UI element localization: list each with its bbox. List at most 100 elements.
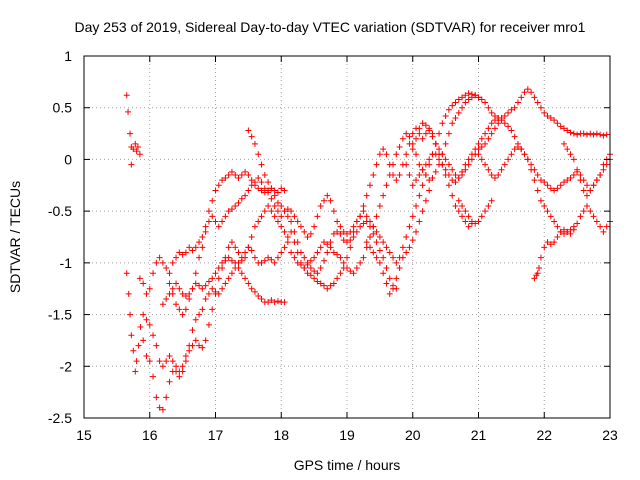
data-point	[202, 228, 209, 235]
data-point	[521, 89, 528, 96]
data-point	[291, 213, 298, 220]
data-point	[215, 265, 222, 272]
data-point	[222, 175, 229, 182]
data-point	[163, 296, 170, 303]
data-point	[248, 182, 255, 189]
data-point	[459, 202, 466, 209]
data-point	[557, 123, 564, 130]
data-point	[373, 228, 380, 235]
data-point	[304, 259, 311, 266]
data-point	[442, 156, 449, 163]
data-point	[600, 132, 607, 139]
y-tick-label: -2.5	[48, 410, 72, 426]
data-point	[396, 265, 403, 272]
data-point	[505, 123, 512, 130]
data-point	[199, 244, 206, 251]
data-point	[590, 131, 597, 138]
data-point	[166, 290, 173, 297]
grid-layer	[84, 56, 610, 418]
y-tick-label: -1.5	[48, 307, 72, 323]
data-point	[462, 166, 469, 173]
data-point	[320, 257, 327, 264]
data-point	[531, 94, 538, 101]
data-point	[580, 130, 587, 137]
data-point	[409, 237, 416, 244]
data-point	[238, 257, 245, 264]
data-point	[274, 189, 281, 196]
data-point	[173, 301, 180, 308]
data-point	[399, 135, 406, 142]
data-point	[225, 244, 232, 251]
data-point	[551, 239, 558, 246]
data-point	[544, 112, 551, 119]
data-point	[383, 265, 390, 272]
data-point	[544, 182, 551, 189]
data-point	[192, 270, 199, 277]
data-point	[320, 239, 327, 246]
data-point	[222, 257, 229, 264]
data-point	[189, 327, 196, 334]
data-point	[334, 275, 341, 282]
y-tick-label: 0	[64, 151, 72, 167]
data-point	[567, 230, 574, 237]
data-point	[485, 125, 492, 132]
data-point	[176, 249, 183, 256]
data-point	[459, 168, 466, 175]
data-point	[475, 140, 482, 147]
data-point	[406, 133, 413, 140]
data-point	[459, 94, 466, 101]
data-point	[482, 99, 489, 106]
data-point	[137, 323, 144, 330]
data-point	[153, 342, 160, 349]
data-point	[159, 406, 166, 413]
data-point	[597, 223, 604, 230]
data-point	[340, 259, 347, 266]
data-point	[271, 259, 278, 266]
data-point	[347, 268, 354, 275]
data-point	[413, 202, 420, 209]
data-point	[166, 378, 173, 385]
data-point	[426, 156, 433, 163]
data-point	[537, 197, 544, 204]
data-point	[452, 202, 459, 209]
data-point	[327, 197, 334, 204]
data-point	[485, 135, 492, 142]
data-point	[314, 278, 321, 285]
data-point	[465, 96, 472, 103]
data-point	[413, 177, 420, 184]
data-point	[196, 342, 203, 349]
data-point	[383, 244, 390, 251]
data-point	[531, 275, 538, 282]
data-point	[459, 213, 466, 220]
series-trace-g	[245, 127, 400, 292]
data-point	[399, 244, 406, 251]
data-point	[560, 226, 567, 233]
data-point	[416, 125, 423, 132]
data-point	[334, 251, 341, 258]
data-point	[488, 197, 495, 204]
data-point	[242, 168, 249, 175]
data-point	[317, 265, 324, 272]
series-trace-a	[123, 92, 143, 168]
data-point	[363, 213, 370, 220]
data-point	[215, 290, 222, 297]
data-point	[597, 131, 604, 138]
data-point	[380, 270, 387, 277]
data-point	[311, 254, 318, 261]
data-point	[409, 130, 416, 137]
data-point	[344, 230, 350, 237]
data-point	[554, 120, 561, 127]
data-point	[284, 239, 291, 246]
data-point	[235, 249, 242, 256]
data-point	[564, 177, 571, 184]
data-point	[567, 175, 574, 182]
data-point	[281, 244, 288, 251]
data-point	[258, 296, 265, 303]
data-point	[317, 244, 324, 251]
data-point	[294, 239, 301, 246]
data-point	[360, 254, 367, 261]
data-point	[255, 292, 262, 299]
data-point	[205, 278, 212, 285]
x-tick-label: 23	[602, 427, 618, 443]
data-point	[445, 161, 452, 168]
